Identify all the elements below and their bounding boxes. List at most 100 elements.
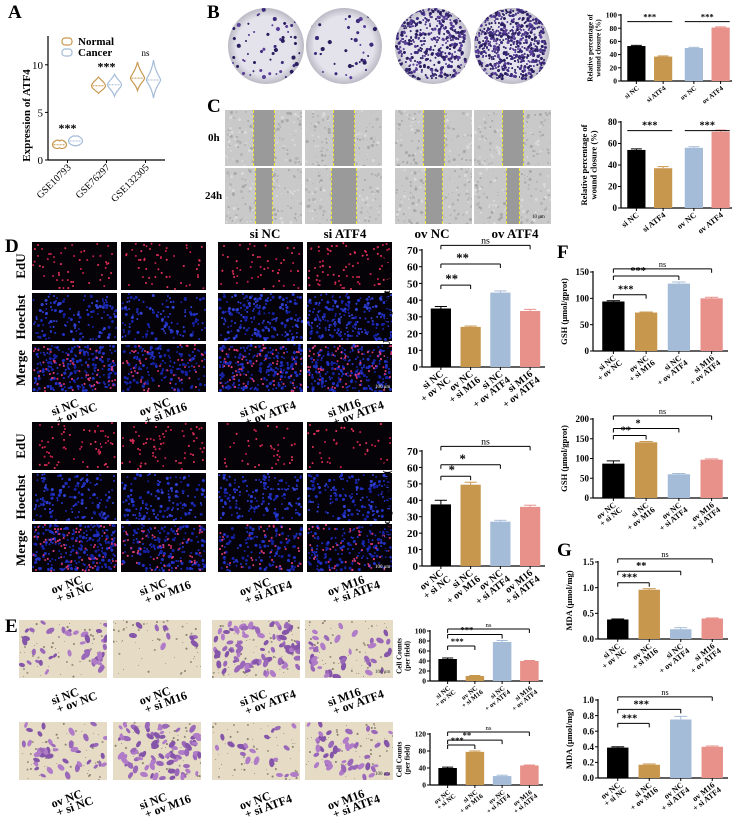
bar: [520, 661, 539, 681]
y-tick-label: 0: [585, 493, 590, 503]
y-tick-label: 0.0: [583, 773, 595, 783]
bar: [670, 719, 692, 778]
x-tick-label: si NC+ ov NC: [591, 352, 624, 383]
y-tick-label: 40: [407, 495, 419, 507]
x-tick-label: si NC+ ov ATF4: [653, 640, 692, 675]
transwell-image: 100 μm: [305, 620, 393, 678]
transwell-image: [113, 722, 201, 780]
y-tick-label: 70: [407, 245, 419, 257]
bar: [627, 46, 646, 81]
wound-healing-image: [395, 110, 472, 166]
y-axis-label: MDA (μmol/mg): [564, 570, 574, 630]
fluorescence-image: [218, 344, 303, 392]
y-tick-label: 100: [606, 11, 618, 20]
x-tick-label: ov NC+ si M16: [626, 640, 660, 671]
x-tick-label: ov ATF4: [696, 210, 725, 235]
y-axis-label: GSH (μmol/gprot): [559, 278, 569, 345]
x-tick-label: ov ATF4: [701, 85, 725, 106]
y-tick-label: 60: [407, 262, 419, 274]
x-tick-label: si ATF4: [646, 85, 668, 105]
y-tick-label: 60: [608, 139, 618, 149]
x-tick-label: si NC+ ov NC: [596, 640, 629, 671]
significance-label: ***: [618, 285, 634, 296]
x-tick-label: si ATF4: [641, 210, 668, 233]
x-tick-label: GSE10793: [35, 162, 74, 201]
significance-label: ns: [481, 436, 490, 447]
wound-healing-image: [305, 110, 382, 166]
bar: [700, 298, 723, 351]
x-tick-label: si NC+ ov M16: [621, 499, 657, 532]
significance-label: ***: [699, 121, 715, 132]
bar: [430, 504, 451, 566]
x-tick-label: si M16+ ov ATF4: [684, 640, 723, 675]
transwell-image: 100 μm: [305, 722, 393, 780]
x-tick-label: ov NC+ si ATF4: [655, 779, 691, 813]
significance-label: ***: [451, 636, 464, 646]
y-tick-label: 40: [610, 50, 618, 59]
x-tick-label: si NC+ ov M16: [455, 787, 485, 815]
x-tick-label: ov NC: [675, 210, 698, 231]
y-tick-label: 40: [419, 764, 427, 773]
y-tick-label: 0: [422, 781, 426, 790]
fluorescence-image: [307, 242, 392, 290]
x-tick-label-line: ov ATF4: [701, 85, 725, 106]
bar: [602, 301, 625, 351]
y-tick-label: 200: [576, 414, 590, 424]
y-tick-label: 30: [407, 512, 419, 524]
y-tick-label: 10: [407, 345, 419, 357]
fluorescence-image: [218, 473, 303, 521]
fluorescence-image: [32, 293, 117, 341]
scale-bar-label: 100 μm: [375, 385, 391, 390]
legend-swatch: [61, 48, 73, 57]
x-tick-label: si NC+ ov ATF4: [651, 352, 690, 387]
bar: [667, 283, 691, 351]
violin-cancer: [106, 72, 123, 99]
y-tick-label: 40: [419, 657, 427, 666]
significance-label: ***: [622, 573, 638, 584]
bar: [667, 474, 691, 498]
x-tick-label: ov NC+ si M16: [623, 352, 657, 383]
fluorescence-image: [32, 524, 117, 572]
bar: [490, 292, 511, 367]
y-tick-label: 0.6: [583, 726, 595, 736]
y-tick-label: 0.4: [583, 742, 595, 752]
row-label-0h: 0h: [208, 132, 220, 144]
bar: [520, 765, 539, 785]
y-tick-label: 0: [422, 677, 426, 686]
y-axis-label: (per field): [403, 744, 411, 775]
bar: [701, 618, 723, 639]
x-tick-label: ov NC: [679, 85, 698, 102]
fluorescence-image: [218, 524, 303, 572]
bar: [654, 168, 673, 208]
y-tick-label: 80: [608, 117, 618, 127]
legend-label: Cancer: [78, 47, 112, 59]
y-tick-label: 30: [407, 312, 419, 324]
significance-label: **: [621, 426, 631, 437]
y-tick-label: 10: [407, 544, 419, 556]
significance-label: ***: [59, 121, 77, 135]
significance-label: *: [449, 463, 455, 477]
y-tick-label: 0: [613, 203, 618, 213]
bar: [430, 308, 451, 367]
y-tick-label: 60: [610, 37, 618, 46]
y-tick-label: 80: [419, 747, 427, 756]
panel-label-f: F: [557, 242, 569, 263]
x-tick-label: ov NC+ si ATF4: [653, 499, 689, 533]
y-tick-label: 0: [585, 346, 590, 356]
bar: [670, 629, 692, 639]
bar: [438, 659, 457, 681]
y-tick-label: 0: [413, 362, 419, 374]
significance-label: ns: [661, 550, 668, 559]
bar: [701, 746, 723, 778]
y-tick-label: 50: [580, 320, 590, 330]
y-axis-label: wound closure (%): [588, 130, 598, 199]
panel-label-d: D: [5, 236, 19, 257]
x-tick-label: si NC: [620, 210, 641, 229]
significance-label: **: [463, 730, 472, 740]
y-tick-label: 100: [576, 293, 590, 303]
bar: [711, 131, 730, 208]
wound-healing-image: [225, 168, 302, 224]
y-tick-label: 0.8: [583, 711, 595, 721]
fluorescence-image: [32, 473, 117, 521]
colony-plate-image: [228, 8, 304, 84]
